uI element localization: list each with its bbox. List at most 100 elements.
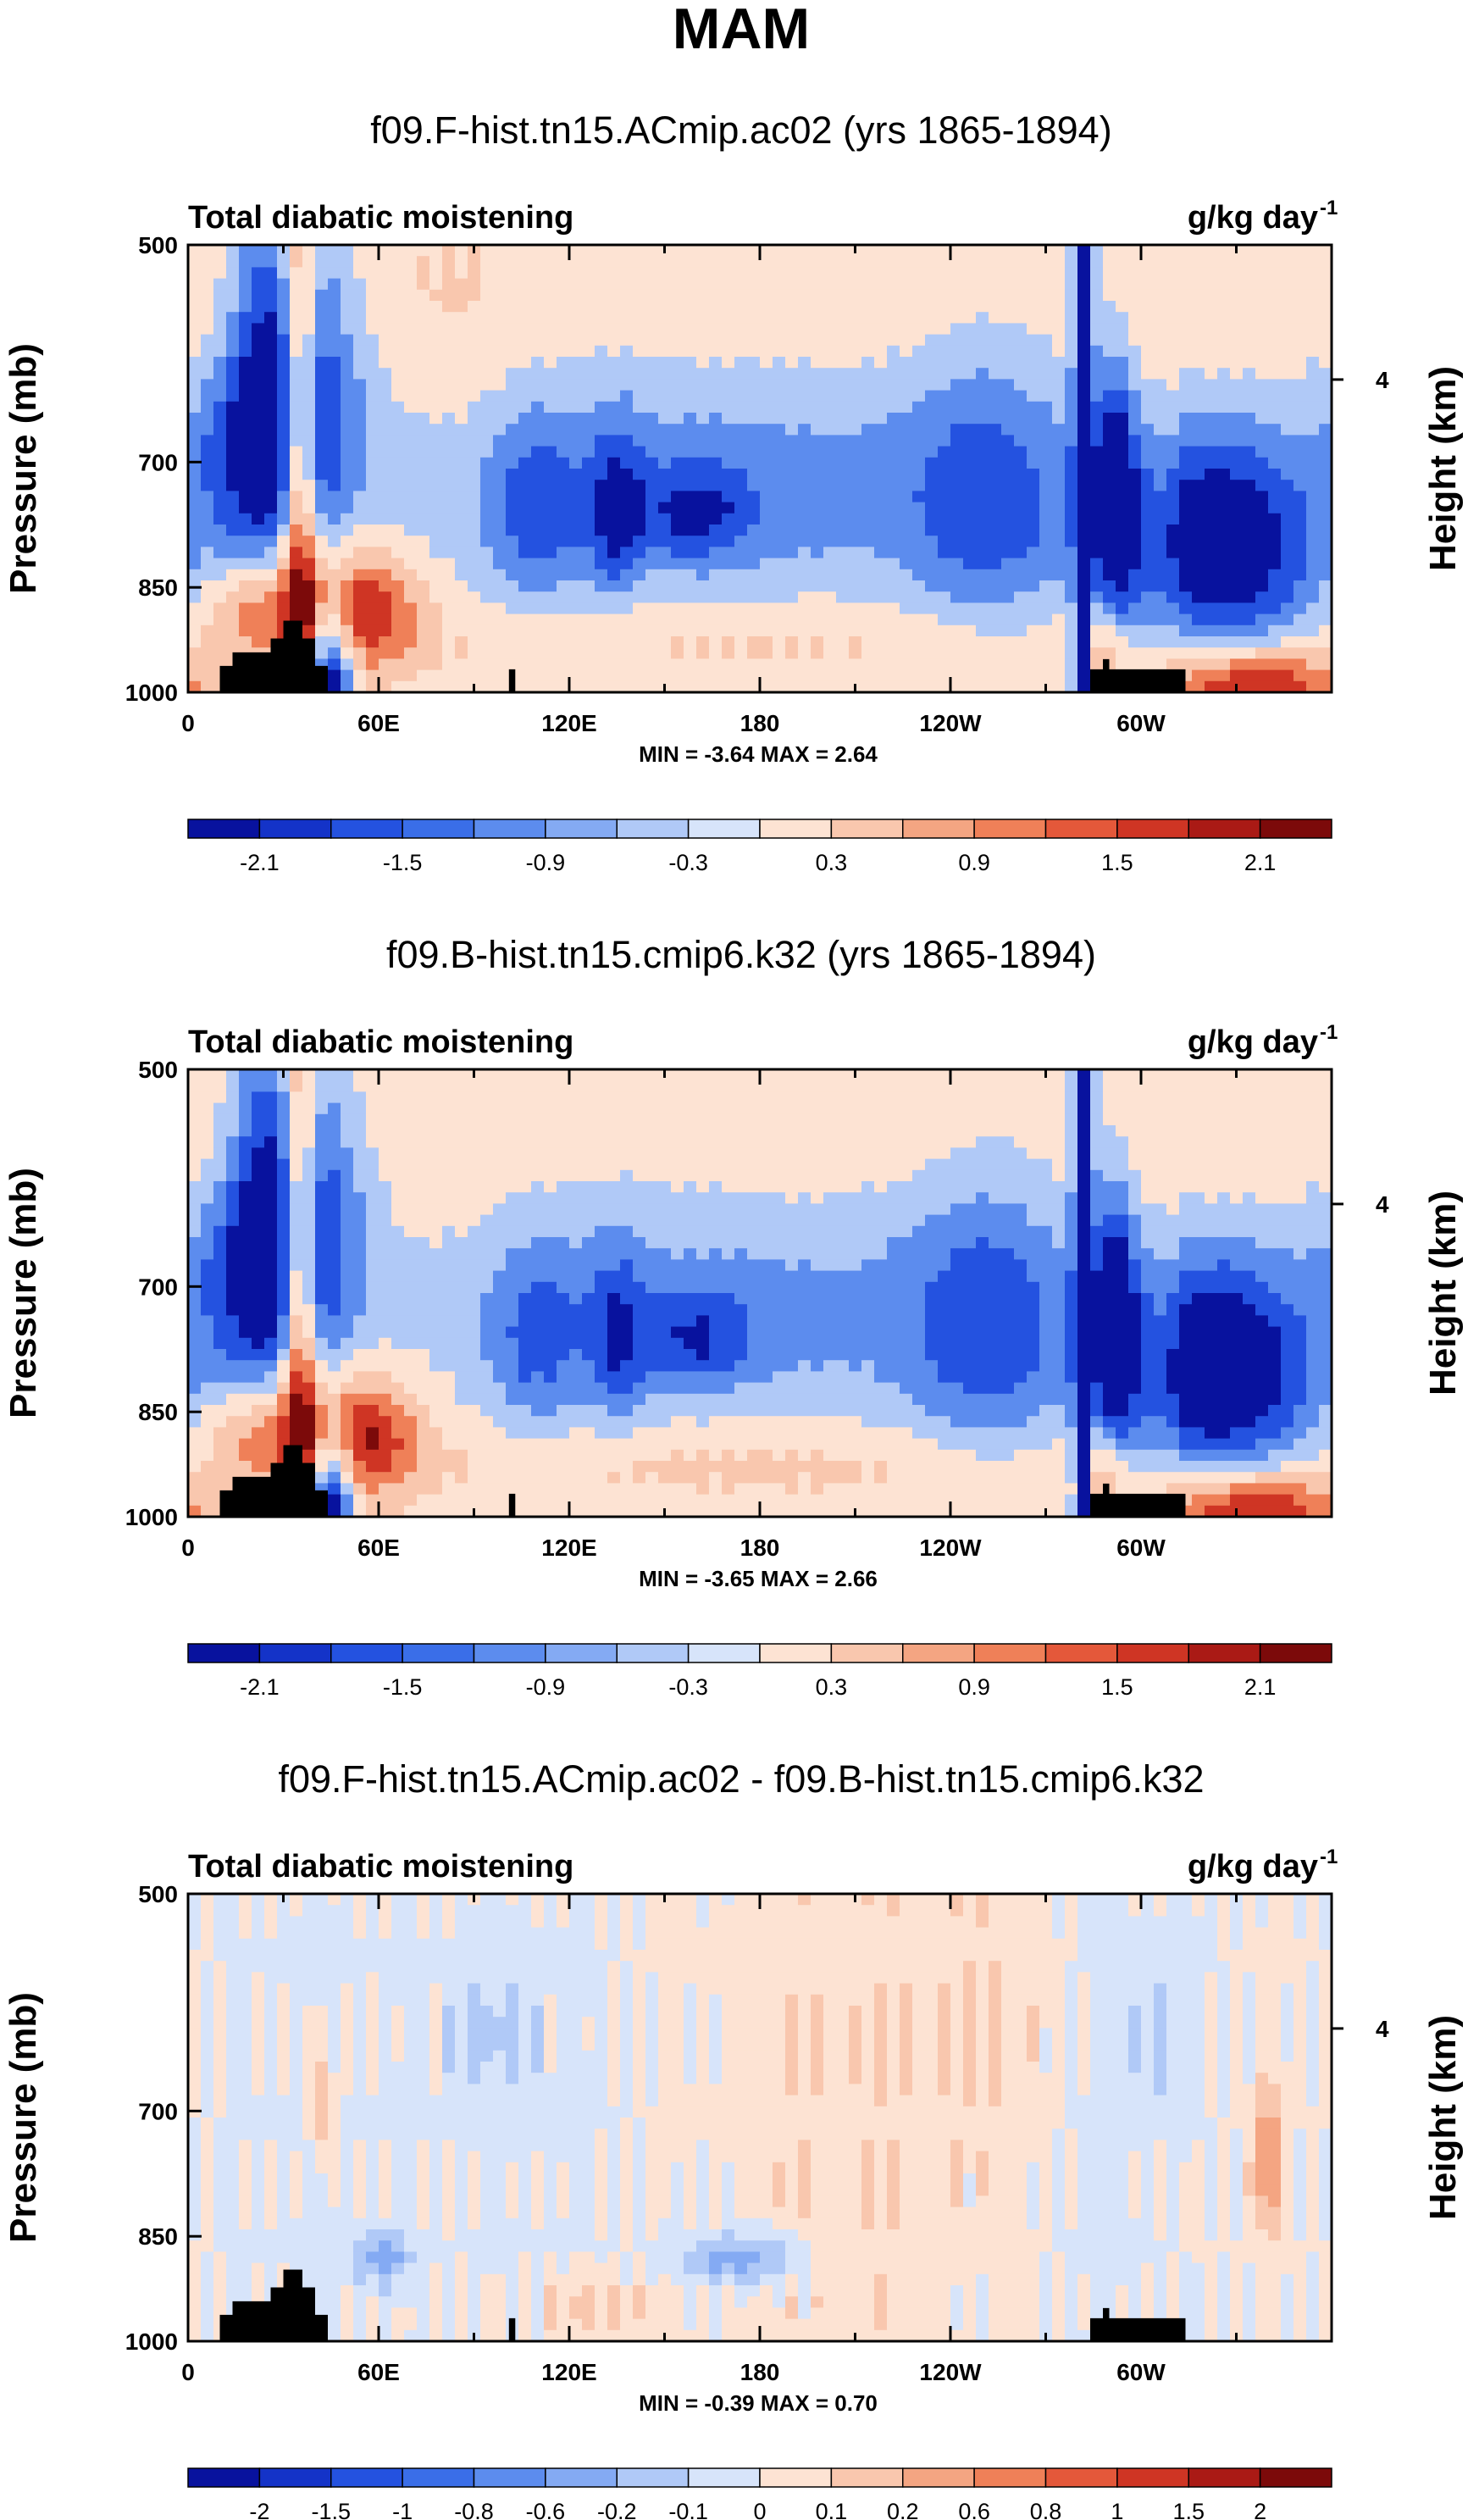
contour-cell [341, 680, 354, 693]
contour-cell [938, 491, 951, 503]
contour-cell [684, 580, 697, 592]
contour-cell [912, 278, 926, 291]
contour-cell [1166, 390, 1180, 402]
contour-cell [1205, 480, 1218, 491]
contour-cell [1039, 502, 1053, 514]
contour-cell [887, 480, 900, 491]
contour-cell [493, 379, 507, 391]
contour-cell [1077, 323, 1091, 336]
contour-cell [404, 680, 418, 693]
contour-cell [353, 658, 367, 671]
contour-cell [760, 602, 773, 615]
contour-cell [1001, 401, 1015, 414]
contour-cell [391, 1438, 405, 1451]
contour-cell [518, 1427, 532, 1440]
contour-cell [671, 669, 684, 682]
contour-cell [1077, 289, 1091, 302]
contour-cell [747, 480, 761, 491]
contour-cell [468, 1349, 481, 1361]
contour-cell [544, 513, 557, 525]
contour-cell [328, 513, 341, 525]
contour-cell [1230, 278, 1244, 291]
contour-cell [188, 289, 202, 302]
contour-cell [455, 301, 468, 313]
contour-cell [798, 547, 812, 559]
contour-cell [976, 457, 989, 469]
contour-cell [1281, 547, 1294, 559]
contour-cell [925, 312, 939, 324]
contour-cell [696, 547, 710, 559]
contour-cell [1090, 289, 1104, 302]
x-tick-label: 120W [919, 710, 982, 736]
contour-cell [379, 345, 392, 358]
contour-cell [938, 379, 951, 391]
contour-cell [950, 334, 964, 347]
contour-cell [1001, 569, 1015, 581]
contour-cell [861, 312, 875, 324]
contour-cell [633, 312, 646, 324]
contour-cell [1103, 446, 1116, 458]
contour-cell [747, 636, 761, 648]
contour-cell [696, 312, 710, 324]
contour-cell [595, 658, 608, 671]
contour-cell [938, 525, 951, 536]
contour-cell [493, 1136, 507, 1148]
contour-cell [328, 469, 341, 480]
contour-cell [785, 323, 799, 336]
contour-cell [925, 334, 939, 347]
contour-cell [493, 345, 507, 358]
contour-cell [1192, 368, 1205, 380]
contour-cell [671, 569, 684, 581]
contour-cell [277, 1259, 291, 1272]
contour-cell [442, 1158, 456, 1171]
contour-cell [684, 345, 697, 358]
contour-cell [302, 469, 316, 480]
contour-cell [353, 1483, 367, 1496]
contour-cell [239, 390, 252, 402]
contour-cell [950, 278, 964, 291]
contour-cell [633, 334, 646, 347]
contour-cell [963, 256, 977, 268]
contour-cell [188, 278, 202, 291]
contour-cell [722, 446, 735, 458]
contour-cell [442, 357, 456, 369]
contour-cell [239, 267, 252, 280]
contour-cell [277, 536, 291, 547]
contour-cell [557, 1293, 570, 1305]
contour-cell [1141, 513, 1155, 525]
contour-cell [1065, 278, 1078, 291]
contour-cell [391, 457, 405, 469]
contour-cell [353, 525, 367, 536]
contour-cell [861, 480, 875, 491]
contour-cell [366, 1438, 379, 1451]
contour-cell [290, 334, 303, 347]
contour-cell [1103, 591, 1116, 603]
contour-cell [302, 1248, 316, 1260]
contour-cell [277, 591, 291, 603]
contour-cell [531, 1472, 545, 1484]
contour-cell [442, 525, 456, 536]
contour-cell [201, 1349, 214, 1361]
contour-cell [493, 457, 507, 469]
contour-cell [531, 1181, 545, 1193]
contour-cell [836, 312, 850, 324]
contour-cell [277, 1405, 291, 1417]
contour-cell [226, 457, 240, 469]
contour-cell [1166, 323, 1180, 336]
contour-cell [582, 1427, 595, 1440]
contour-cell [442, 301, 456, 313]
contour-cell [455, 580, 468, 592]
contour-cell [366, 413, 379, 425]
contour-cell [379, 636, 392, 648]
contour-cell [1077, 278, 1091, 291]
contour-cell [989, 413, 1002, 425]
contour-cell [1039, 457, 1053, 469]
contour-cell [1243, 525, 1256, 536]
contour-cell [353, 647, 367, 659]
colorbar-box [402, 819, 475, 839]
contour-cell [582, 1483, 595, 1496]
contour-cell [201, 435, 214, 447]
contour-cell [1141, 591, 1155, 603]
contour-cell [379, 1405, 392, 1417]
colorbar-box [616, 819, 690, 839]
